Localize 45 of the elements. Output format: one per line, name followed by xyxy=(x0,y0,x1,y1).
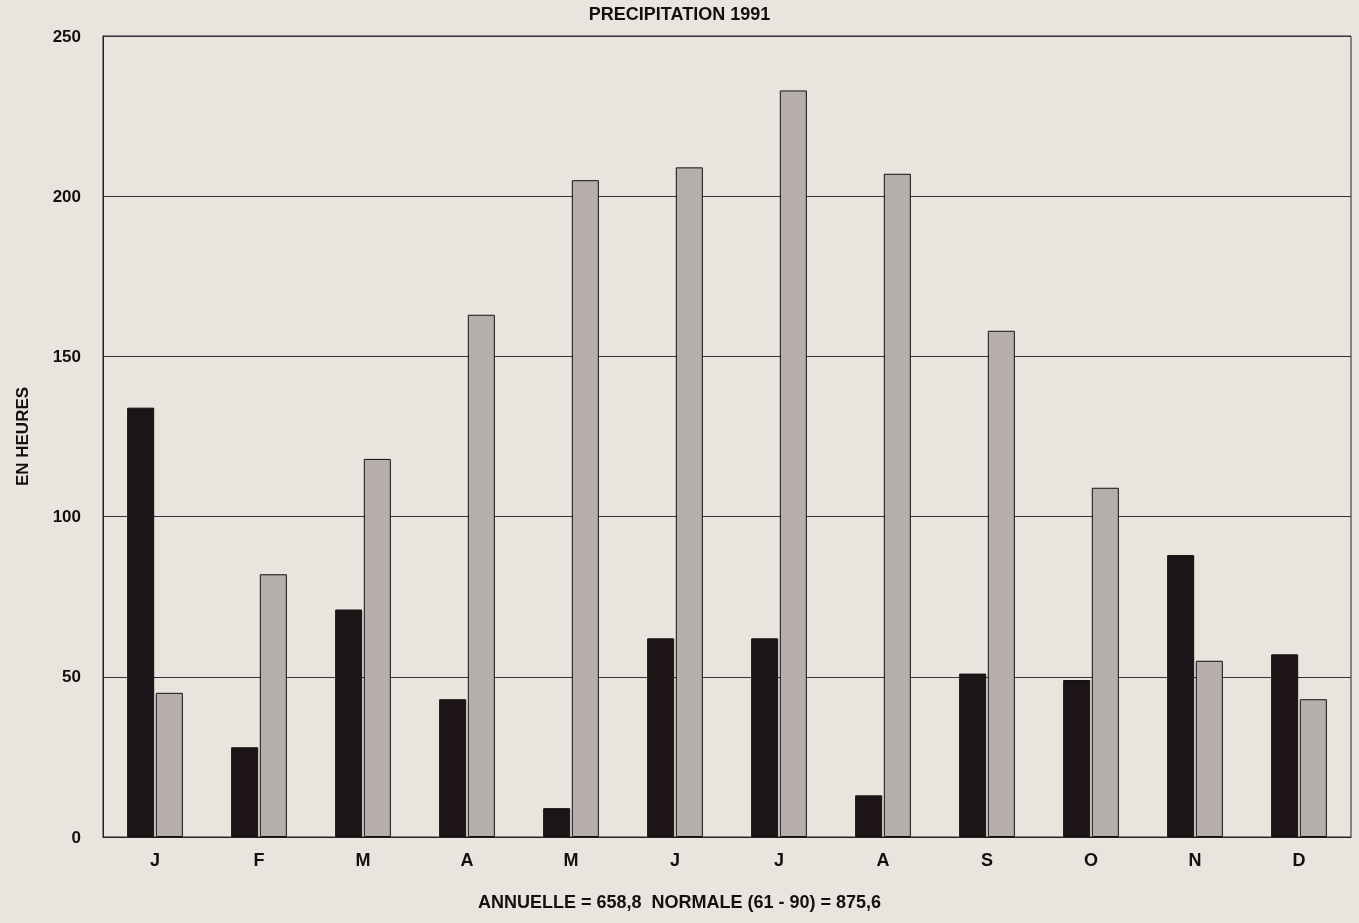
bar xyxy=(751,638,779,837)
bar xyxy=(855,795,883,837)
bar xyxy=(571,180,599,837)
bar xyxy=(779,90,807,837)
y-axis-title: EN HEURES xyxy=(13,386,32,487)
x-tick-label: J xyxy=(773,850,785,870)
bar xyxy=(259,574,287,837)
x-tick-label: A xyxy=(876,850,890,870)
y-tick-label: 250 xyxy=(52,26,81,46)
bar xyxy=(675,167,703,837)
x-tick-label: F xyxy=(253,850,265,870)
x-tick-label: J xyxy=(149,850,161,870)
bar xyxy=(647,638,675,837)
x-tick-label: A xyxy=(460,850,474,870)
x-tick-label: M xyxy=(563,850,579,870)
bar xyxy=(155,692,183,837)
x-tick-label: D xyxy=(1292,850,1306,870)
bar xyxy=(363,458,391,837)
bar xyxy=(335,609,363,837)
x-tick-label: M xyxy=(355,850,371,870)
chart-title: PRECIPITATION 1991 xyxy=(588,4,771,24)
bar xyxy=(959,673,987,837)
bar xyxy=(883,173,911,837)
y-tick-label: 100 xyxy=(52,507,81,527)
x-tick-label: J xyxy=(669,850,681,870)
y-tick-label: 50 xyxy=(62,667,81,687)
bar xyxy=(1195,660,1223,837)
bar xyxy=(1091,487,1119,837)
y-tick-label: 0 xyxy=(71,827,81,847)
bar xyxy=(231,747,259,837)
bar xyxy=(1299,699,1327,837)
x-tick-label: S xyxy=(980,850,994,870)
text: ANNUELLE = 658,8 NORMALE (61 - 90) = 875,6 xyxy=(477,892,882,912)
bar xyxy=(467,314,495,837)
y-tick-label: 200 xyxy=(52,186,81,206)
y-tick-label: 150 xyxy=(52,346,81,366)
bar xyxy=(543,808,571,837)
x-tick-label: N xyxy=(1188,850,1202,870)
bar xyxy=(439,699,467,837)
bar xyxy=(1063,680,1091,837)
x-tick-label: O xyxy=(1083,850,1099,870)
bar xyxy=(1167,555,1195,837)
bar xyxy=(1271,654,1299,837)
bar xyxy=(987,330,1015,837)
bar xyxy=(127,407,155,837)
